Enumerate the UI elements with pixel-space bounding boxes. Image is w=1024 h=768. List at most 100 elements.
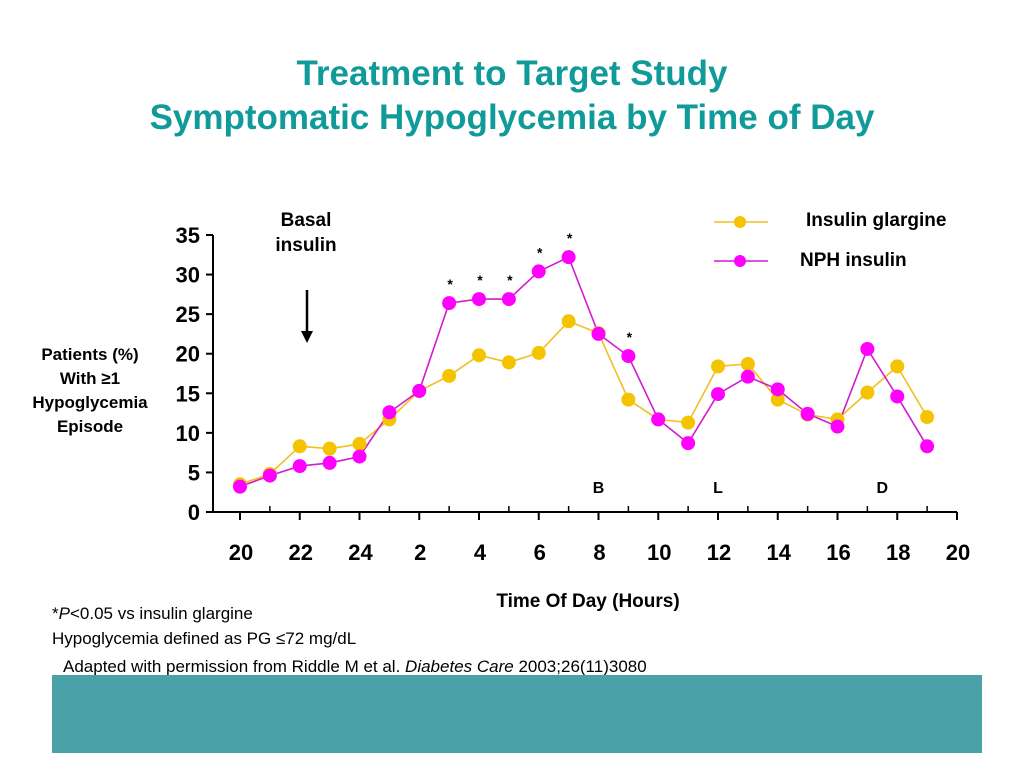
footnote-pvalue-text: <0.05 vs insulin glargine xyxy=(69,604,253,623)
x-tick-label: 12 xyxy=(707,540,731,565)
significance-marker: * xyxy=(567,230,573,246)
nph-point xyxy=(472,292,486,307)
basal-insulin-annotation: Basal insulin xyxy=(250,208,362,258)
x-tick-label: 6 xyxy=(534,540,546,565)
footnote-star: * xyxy=(52,604,59,623)
glargine-point xyxy=(292,439,307,454)
y-tick-label: 0 xyxy=(188,500,200,525)
glargine-point xyxy=(711,359,725,374)
y-tick-label: 20 xyxy=(176,342,200,367)
x-tick-label: 16 xyxy=(826,540,850,565)
series-lines xyxy=(239,256,928,488)
glargine-point xyxy=(531,345,546,360)
arrow-head xyxy=(301,331,313,343)
footnote-source-pre: Adapted with permission from Riddle M et… xyxy=(63,657,406,676)
x-tick-label: 18 xyxy=(886,540,910,565)
nph-point xyxy=(262,468,277,483)
glargine-point xyxy=(472,348,486,363)
y-axis-label-line: Episode xyxy=(56,417,124,436)
y-tick-label: 5 xyxy=(188,460,200,485)
glargine-point xyxy=(442,368,457,383)
glargine-point xyxy=(561,314,576,329)
chart-legend xyxy=(714,216,768,267)
nph-point xyxy=(531,264,546,279)
x-tick-label: 22 xyxy=(289,540,313,565)
nph-point xyxy=(591,326,606,341)
nph-point xyxy=(501,292,516,307)
y-tick-label: 15 xyxy=(176,381,200,406)
nph-point xyxy=(770,382,785,397)
x-tick-label: 20 xyxy=(229,540,253,565)
footnote-source: Adapted with permission from Riddle M et… xyxy=(63,657,647,677)
series-line-nph xyxy=(239,256,928,488)
glargine-point xyxy=(740,357,755,372)
nph-point xyxy=(292,459,307,474)
nph-point xyxy=(651,412,666,427)
glargine-point xyxy=(770,392,785,407)
glargine-point xyxy=(621,392,636,407)
glargine-point xyxy=(501,355,516,370)
glargine-point xyxy=(681,415,696,430)
significance-marker: * xyxy=(507,272,513,288)
chart-labels: * * * * * * B L D xyxy=(447,230,888,497)
nph-point xyxy=(890,389,905,404)
legend-marker-glargine xyxy=(734,216,746,228)
nph-point xyxy=(830,419,845,434)
nph-point xyxy=(382,405,397,420)
nph-point xyxy=(920,439,935,454)
y-axis-label-line: Hypoglycemia xyxy=(32,393,148,412)
significance-marker: * xyxy=(627,329,633,345)
x-tick-label: 8 xyxy=(593,540,605,565)
meal-marker: B xyxy=(593,480,605,497)
nph-point xyxy=(442,296,457,311)
basal-annotation-line: Basal xyxy=(280,210,332,231)
basal-insulin-arrow xyxy=(301,290,313,343)
title-line-1: Treatment to Target Study xyxy=(296,54,728,93)
footnote-pvalue: *P<0.05 vs insulin glargine xyxy=(52,604,253,624)
x-tick-label: 10 xyxy=(647,540,671,565)
nph-point xyxy=(561,250,576,265)
y-tick-label: 10 xyxy=(176,421,200,446)
glargine-point xyxy=(890,359,905,374)
y-axis-label-line: Patients (%) xyxy=(41,345,139,364)
y-axis-label-line: With ≥1 xyxy=(59,369,121,388)
footnote-journal: Diabetes Care xyxy=(405,657,514,676)
basal-annotation-line: insulin xyxy=(275,235,337,256)
x-tick-label: 20 xyxy=(946,540,970,565)
nph-point xyxy=(800,406,815,421)
nph-point xyxy=(681,436,696,451)
footnote-source-post: 2003;26(11)3080 xyxy=(513,657,647,676)
x-tick-label: 14 xyxy=(767,540,792,565)
title-line-2: Symptomatic Hypoglycemia by Time of Day xyxy=(149,98,875,137)
meal-marker: L xyxy=(713,480,723,497)
meal-marker: D xyxy=(877,480,889,497)
y-tick-label: 25 xyxy=(176,302,200,327)
nph-point xyxy=(860,341,875,356)
nph-point xyxy=(740,369,755,384)
footer-band xyxy=(52,675,982,753)
legend-label-glargine: Insulin glargine xyxy=(806,210,947,231)
series-points xyxy=(233,250,935,494)
y-tick-label: 35 xyxy=(176,223,200,248)
nph-point xyxy=(412,383,427,398)
x-axis-title: Time Of Day (Hours) xyxy=(496,591,680,612)
legend-marker-nph xyxy=(734,255,746,267)
chart-title: Treatment to Target Study Symptomatic Hy… xyxy=(0,52,1024,140)
legend-label-nph: NPH insulin xyxy=(800,250,907,271)
significance-marker: * xyxy=(537,244,543,260)
nph-point xyxy=(322,455,337,470)
nph-point xyxy=(621,349,636,364)
nph-point xyxy=(233,479,247,494)
x-tick-label: 4 xyxy=(474,540,487,565)
glargine-point xyxy=(920,410,935,425)
footnote-p-symbol: P xyxy=(58,604,70,623)
y-tick-label: 30 xyxy=(176,263,200,288)
significance-marker: * xyxy=(477,272,483,288)
footnote-definition: Hypoglycemia defined as PG ≤72 mg/dL xyxy=(52,629,357,648)
y-axis-label: Patients (%) With ≥1 Hypoglycemia Episod… xyxy=(14,343,166,439)
nph-point xyxy=(352,449,367,464)
glargine-point xyxy=(860,385,875,400)
glargine-point xyxy=(352,436,367,451)
glargine-point xyxy=(322,441,337,456)
